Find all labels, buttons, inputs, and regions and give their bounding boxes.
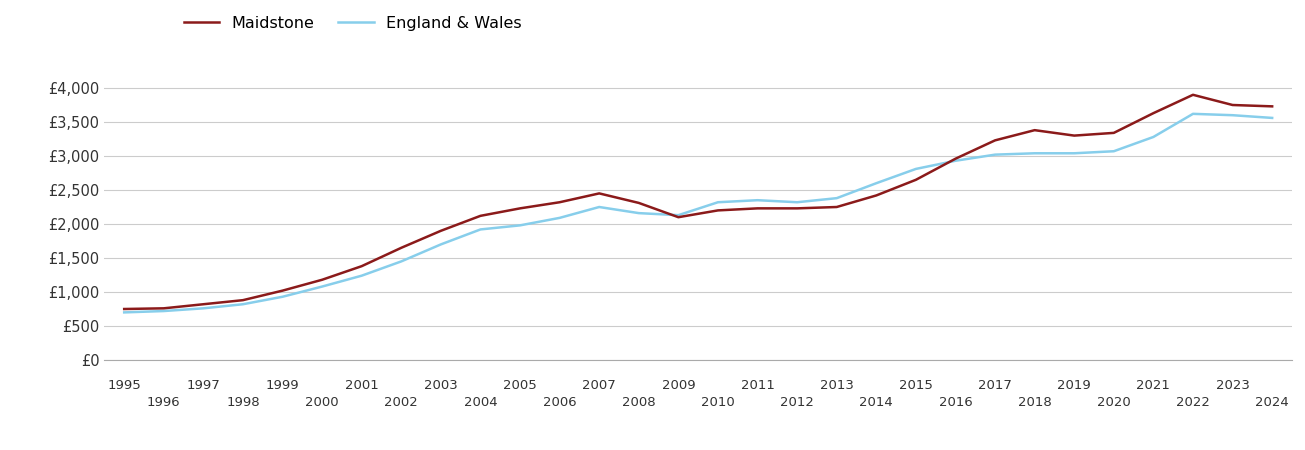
- Text: 1996: 1996: [147, 396, 180, 409]
- Text: 2022: 2022: [1176, 396, 1210, 409]
- Text: 2008: 2008: [622, 396, 655, 409]
- England & Wales: [829, 195, 844, 201]
- England & Wales: [1027, 151, 1043, 156]
- England & Wales: [671, 212, 686, 218]
- Line: Maidstone: Maidstone: [124, 95, 1272, 309]
- Maidstone: [196, 302, 211, 307]
- Maidstone: [1027, 127, 1043, 133]
- Text: 2014: 2014: [860, 396, 893, 409]
- Text: 2016: 2016: [938, 396, 972, 409]
- Text: 2011: 2011: [741, 379, 774, 392]
- Text: 2000: 2000: [305, 396, 339, 409]
- Text: 2017: 2017: [979, 379, 1011, 392]
- England & Wales: [155, 308, 171, 314]
- Text: 2020: 2020: [1098, 396, 1130, 409]
- Text: 2019: 2019: [1057, 379, 1091, 392]
- Legend: Maidstone, England & Wales: Maidstone, England & Wales: [184, 16, 522, 31]
- Maidstone: [749, 206, 765, 211]
- Maidstone: [947, 156, 963, 162]
- Maidstone: [908, 177, 924, 183]
- England & Wales: [1066, 151, 1082, 156]
- England & Wales: [275, 294, 291, 299]
- Maidstone: [591, 191, 607, 196]
- Text: 2018: 2018: [1018, 396, 1052, 409]
- England & Wales: [591, 204, 607, 210]
- Maidstone: [1224, 102, 1240, 108]
- Maidstone: [354, 263, 369, 269]
- England & Wales: [1146, 134, 1161, 140]
- Maidstone: [868, 193, 883, 198]
- Maidstone: [472, 213, 488, 219]
- Text: 2002: 2002: [385, 396, 418, 409]
- Text: 1997: 1997: [187, 379, 221, 392]
- England & Wales: [512, 223, 527, 228]
- Line: England & Wales: England & Wales: [124, 114, 1272, 312]
- England & Wales: [1105, 148, 1121, 154]
- Text: 1998: 1998: [226, 396, 260, 409]
- Text: 2005: 2005: [504, 379, 536, 392]
- Text: 2004: 2004: [463, 396, 497, 409]
- Maidstone: [829, 204, 844, 210]
- England & Wales: [908, 166, 924, 171]
- Maidstone: [512, 206, 527, 211]
- Text: 2021: 2021: [1137, 379, 1171, 392]
- Maidstone: [1066, 133, 1082, 138]
- Text: 1995: 1995: [107, 379, 141, 392]
- Maidstone: [671, 215, 686, 220]
- England & Wales: [315, 284, 330, 289]
- Maidstone: [1185, 92, 1201, 98]
- Maidstone: [632, 200, 647, 206]
- Text: 2013: 2013: [820, 379, 853, 392]
- Maidstone: [315, 277, 330, 283]
- England & Wales: [235, 302, 251, 307]
- Text: 2006: 2006: [543, 396, 577, 409]
- Maidstone: [116, 306, 132, 312]
- England & Wales: [393, 259, 408, 264]
- England & Wales: [354, 273, 369, 279]
- England & Wales: [790, 199, 805, 205]
- Text: 2001: 2001: [345, 379, 378, 392]
- Text: 2023: 2023: [1216, 379, 1249, 392]
- Maidstone: [1265, 104, 1280, 109]
- Maidstone: [988, 138, 1004, 143]
- Maidstone: [1146, 110, 1161, 116]
- Maidstone: [235, 297, 251, 303]
- Text: 2007: 2007: [582, 379, 616, 392]
- England & Wales: [196, 306, 211, 311]
- England & Wales: [1185, 111, 1201, 117]
- Text: 2009: 2009: [662, 379, 696, 392]
- Text: 2012: 2012: [780, 396, 814, 409]
- Maidstone: [1105, 130, 1121, 135]
- Text: 2015: 2015: [899, 379, 933, 392]
- England & Wales: [947, 158, 963, 163]
- England & Wales: [988, 152, 1004, 158]
- Maidstone: [433, 228, 449, 234]
- England & Wales: [868, 180, 883, 186]
- England & Wales: [749, 198, 765, 203]
- Text: 2010: 2010: [701, 396, 735, 409]
- England & Wales: [433, 242, 449, 247]
- England & Wales: [632, 211, 647, 216]
- Text: 2003: 2003: [424, 379, 458, 392]
- Maidstone: [790, 206, 805, 211]
- England & Wales: [472, 227, 488, 232]
- England & Wales: [1265, 115, 1280, 121]
- Text: 1999: 1999: [266, 379, 299, 392]
- England & Wales: [710, 199, 726, 205]
- Text: 2024: 2024: [1255, 396, 1289, 409]
- England & Wales: [116, 310, 132, 315]
- Maidstone: [710, 208, 726, 213]
- England & Wales: [552, 215, 568, 220]
- Maidstone: [275, 288, 291, 293]
- Maidstone: [552, 199, 568, 205]
- Maidstone: [393, 245, 408, 251]
- England & Wales: [1224, 112, 1240, 118]
- Maidstone: [155, 306, 171, 311]
